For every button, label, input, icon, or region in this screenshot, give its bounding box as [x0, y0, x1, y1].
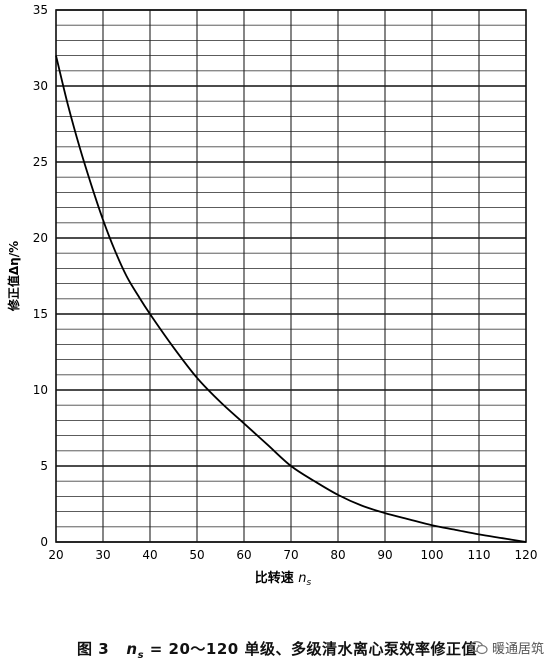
y-tick-label: 5 [40, 459, 48, 473]
correction-curve [55, 55, 527, 543]
figure-number: 图 3 [77, 640, 110, 658]
x-axis-label: 比转速 ns [255, 570, 312, 588]
x-tick-label: 90 [377, 548, 392, 562]
y-tick-label: 30 [33, 79, 48, 93]
tick-labels: 0 5 10 15 20 25 30 35 20 30 40 50 60 70 80 90 100 110 120 [33, 3, 538, 562]
x-tick-label: 110 [468, 548, 491, 562]
x-tick-label: 120 [515, 548, 538, 562]
figure-title: ns = 20～120 单级、多级清水离心泵效率修正值 [126, 640, 477, 661]
y-tick-label: 0 [40, 535, 48, 549]
y-tick-label: 10 [33, 383, 48, 397]
y-tick-label: 35 [33, 3, 48, 17]
figure-caption: 图 3 ns = 20～120 单级、多级清水离心泵效率修正值 [0, 638, 554, 661]
curve-layer [55, 55, 527, 543]
watermark-text: 暖通居筑 [491, 642, 544, 657]
x-tick-label: 70 [283, 548, 298, 562]
x-tick-label: 40 [142, 548, 157, 562]
y-tick-label: 15 [33, 307, 48, 321]
watermark: 暖通居筑 [469, 638, 544, 657]
wechat-icon [469, 640, 488, 655]
x-tick-label: 30 [95, 548, 110, 562]
y-tick-label: 20 [33, 231, 48, 245]
x-tick-label: 80 [330, 548, 345, 562]
grid-layer [55, 9, 527, 543]
plot-border [55, 9, 527, 543]
y-tick-label: 25 [33, 155, 48, 169]
x-tick-label: 100 [421, 548, 444, 562]
x-tick-label: 50 [189, 548, 204, 562]
x-tick-label: 20 [48, 548, 63, 562]
y-axis-label: 修正值Δη/% [6, 241, 21, 312]
x-tick-label: 60 [236, 548, 251, 562]
